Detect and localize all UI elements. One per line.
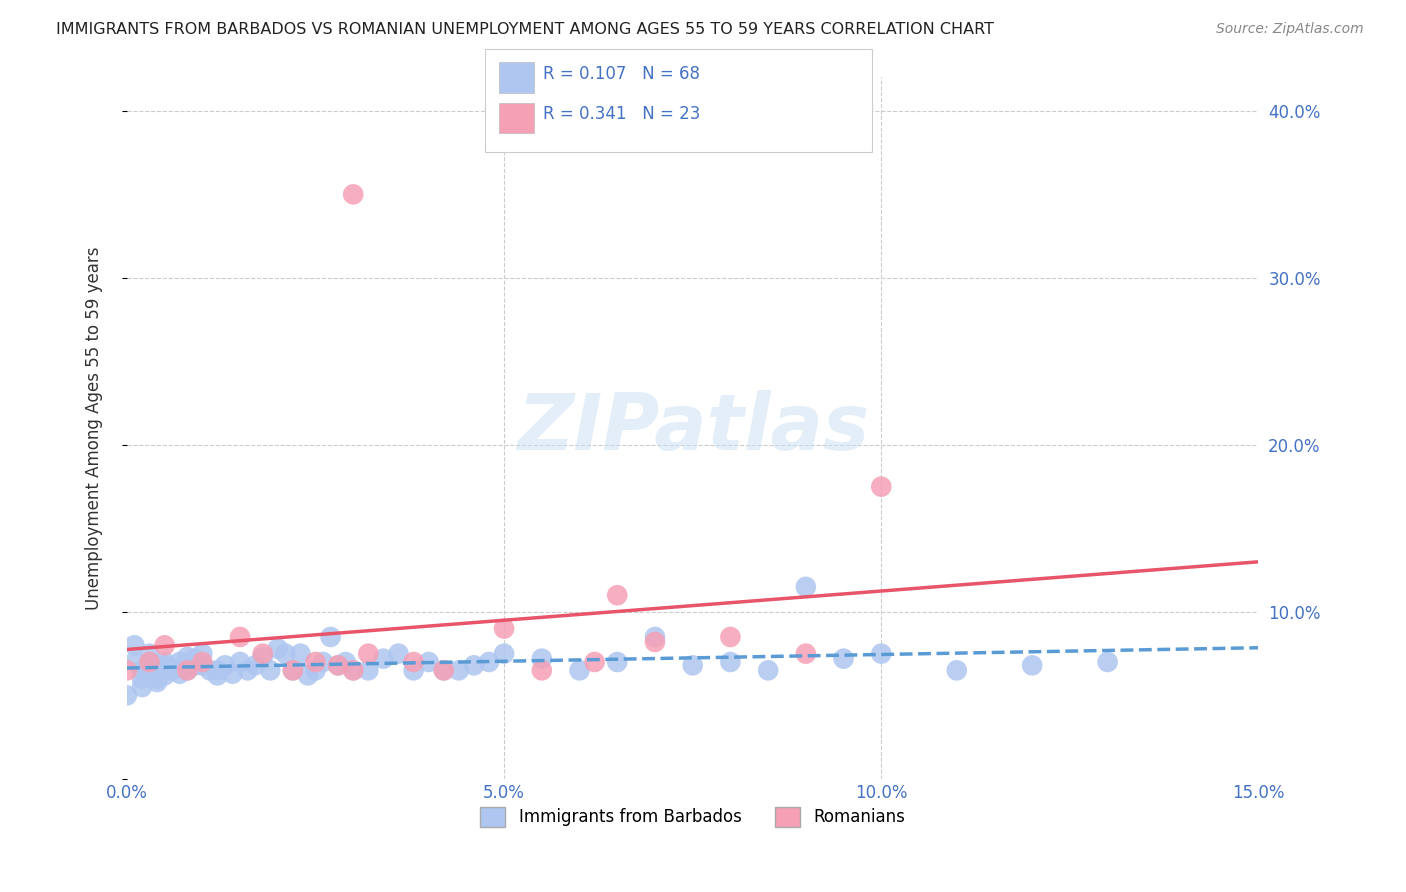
Point [131, 680, 153, 694]
Point [229, 630, 252, 644]
Point [124, 638, 146, 652]
Point [433, 664, 456, 678]
Point [207, 664, 229, 678]
Point [131, 664, 153, 678]
Point [191, 658, 214, 673]
Point [169, 666, 191, 681]
Point [870, 480, 893, 494]
Point [342, 664, 364, 678]
Point [229, 655, 252, 669]
Point [463, 658, 485, 673]
Point [138, 664, 160, 678]
Point [794, 647, 817, 661]
Text: IMMIGRANTS FROM BARBADOS VS ROMANIAN UNEMPLOYMENT AMONG AGES 55 TO 59 YEARS CORR: IMMIGRANTS FROM BARBADOS VS ROMANIAN UNE… [56, 22, 994, 37]
Text: R = 0.341   N = 23: R = 0.341 N = 23 [543, 105, 700, 123]
Point [160, 662, 183, 676]
Point [794, 580, 817, 594]
Text: Source: ZipAtlas.com: Source: ZipAtlas.com [1216, 22, 1364, 37]
Point [644, 630, 666, 644]
Point [357, 664, 380, 678]
Point [1097, 655, 1119, 669]
Point [606, 588, 628, 602]
Point [756, 664, 779, 678]
Point [494, 622, 516, 636]
Point [281, 664, 304, 678]
Y-axis label: Unemployment Among Ages 55 to 59 years: Unemployment Among Ages 55 to 59 years [86, 246, 103, 610]
Point [153, 668, 176, 682]
Point [153, 638, 176, 652]
Point [267, 641, 290, 656]
Point [568, 664, 591, 678]
Point [290, 647, 312, 661]
Point [184, 651, 207, 665]
Legend: Immigrants from Barbados, Romanians: Immigrants from Barbados, Romanians [474, 800, 911, 834]
Point [115, 689, 138, 703]
Point [402, 655, 425, 669]
Point [297, 668, 319, 682]
Point [176, 664, 198, 678]
Point [153, 658, 176, 673]
Point [373, 651, 395, 665]
Point [281, 664, 304, 678]
Point [447, 664, 470, 678]
Point [682, 658, 704, 673]
Point [176, 650, 198, 665]
Point [870, 647, 893, 661]
Point [146, 672, 169, 686]
Point [146, 675, 169, 690]
Point [718, 655, 741, 669]
Point [530, 664, 553, 678]
Point [335, 655, 357, 669]
Point [418, 655, 440, 669]
Point [221, 666, 243, 681]
Point [606, 655, 628, 669]
Point [342, 664, 364, 678]
Point [198, 664, 221, 678]
Point [184, 658, 207, 673]
Point [326, 658, 349, 673]
Point [252, 650, 274, 665]
Point [832, 651, 855, 665]
Point [583, 655, 606, 669]
Point [433, 664, 456, 678]
Point [718, 630, 741, 644]
Point [252, 647, 274, 661]
Point [1021, 658, 1043, 673]
Point [945, 664, 967, 678]
Text: R = 0.107   N = 68: R = 0.107 N = 68 [543, 65, 700, 83]
Point [115, 664, 138, 678]
Point [342, 187, 364, 202]
Point [274, 647, 297, 661]
Point [153, 655, 176, 669]
Point [259, 664, 281, 678]
Point [124, 655, 146, 669]
Point [304, 655, 326, 669]
Point [214, 658, 236, 673]
Point [312, 655, 335, 669]
Point [304, 664, 326, 678]
Point [131, 672, 153, 686]
Point [478, 655, 501, 669]
Point [207, 668, 229, 682]
Point [357, 647, 380, 661]
Point [326, 658, 349, 673]
Point [319, 630, 342, 644]
Point [236, 664, 259, 678]
Point [138, 647, 160, 661]
Point [191, 655, 214, 669]
Point [191, 647, 214, 661]
Point [387, 647, 409, 661]
Point [138, 655, 160, 669]
Point [160, 664, 183, 678]
Point [138, 655, 160, 669]
Point [243, 658, 266, 673]
Point [494, 647, 516, 661]
Point [530, 651, 553, 665]
Point [402, 664, 425, 678]
Point [169, 655, 191, 669]
Text: ZIPatlas: ZIPatlas [516, 390, 869, 467]
Point [644, 635, 666, 649]
Point [176, 664, 198, 678]
